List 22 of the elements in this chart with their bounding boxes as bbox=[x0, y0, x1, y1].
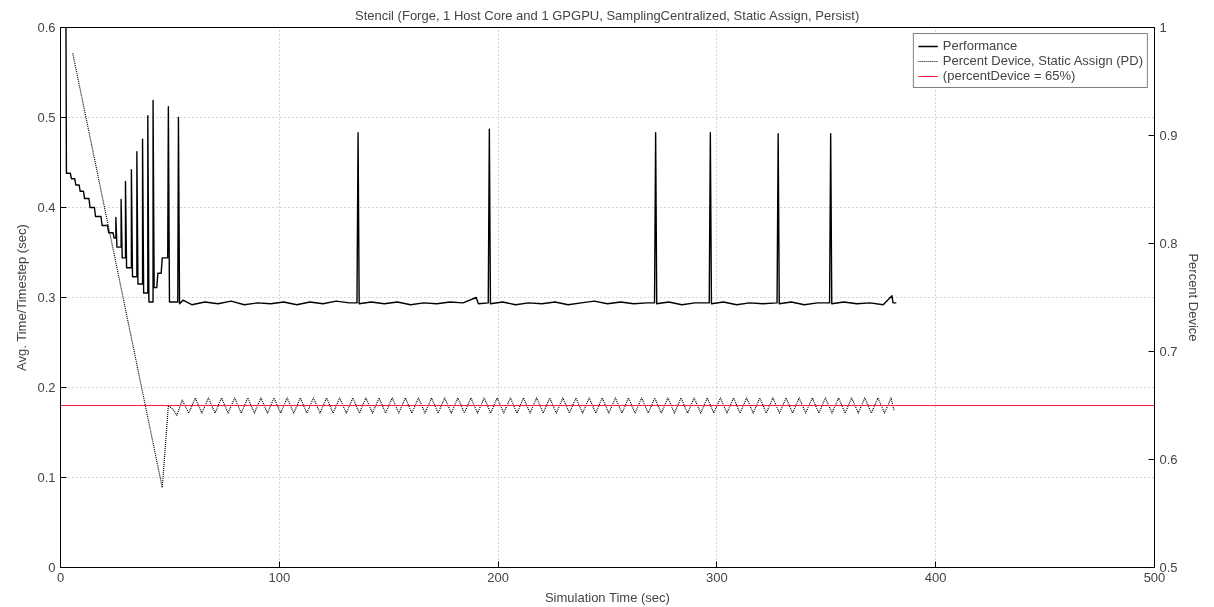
x-axis-title: Simulation Time (sec) bbox=[544, 589, 670, 605]
y-tick-label: 0.1 bbox=[37, 470, 56, 485]
y-tick-label: 0.4 bbox=[37, 200, 56, 215]
x-tick-label: 400 bbox=[924, 569, 947, 585]
y2-axis-title: Percent Device bbox=[1185, 253, 1201, 342]
y2-tick-label: 0.7 bbox=[1159, 344, 1178, 359]
y-axis-title: Avg. Time/Timestep (sec) bbox=[14, 224, 30, 371]
y2-tick-label: 0.8 bbox=[1159, 236, 1178, 251]
x-tick-label: 100 bbox=[268, 569, 291, 585]
x-tick-label: 200 bbox=[487, 569, 509, 585]
y2-tick-label: 0.9 bbox=[1159, 128, 1178, 143]
legend-label: Percent Device, Static Assign (PD) bbox=[942, 53, 1143, 68]
y-tick-label: 0.2 bbox=[37, 380, 56, 395]
chart-title: Stencil (Forge, 1 Host Core and 1 GPGPU, SamplingCentralized, Static Assign, Persist) bbox=[354, 7, 860, 23]
x-tick-label: 300 bbox=[706, 569, 728, 585]
y2-tick-label: 1 bbox=[1159, 20, 1167, 35]
y2-tick-label: 0.6 bbox=[1159, 452, 1178, 467]
legend-label: (percentDevice = 65%) bbox=[942, 68, 1076, 83]
y-tick-label: 0.6 bbox=[37, 20, 56, 35]
y-tick-label: 0.3 bbox=[37, 290, 56, 305]
legend-label: Performance bbox=[942, 38, 1018, 53]
y-tick-label: 0.5 bbox=[37, 110, 56, 125]
